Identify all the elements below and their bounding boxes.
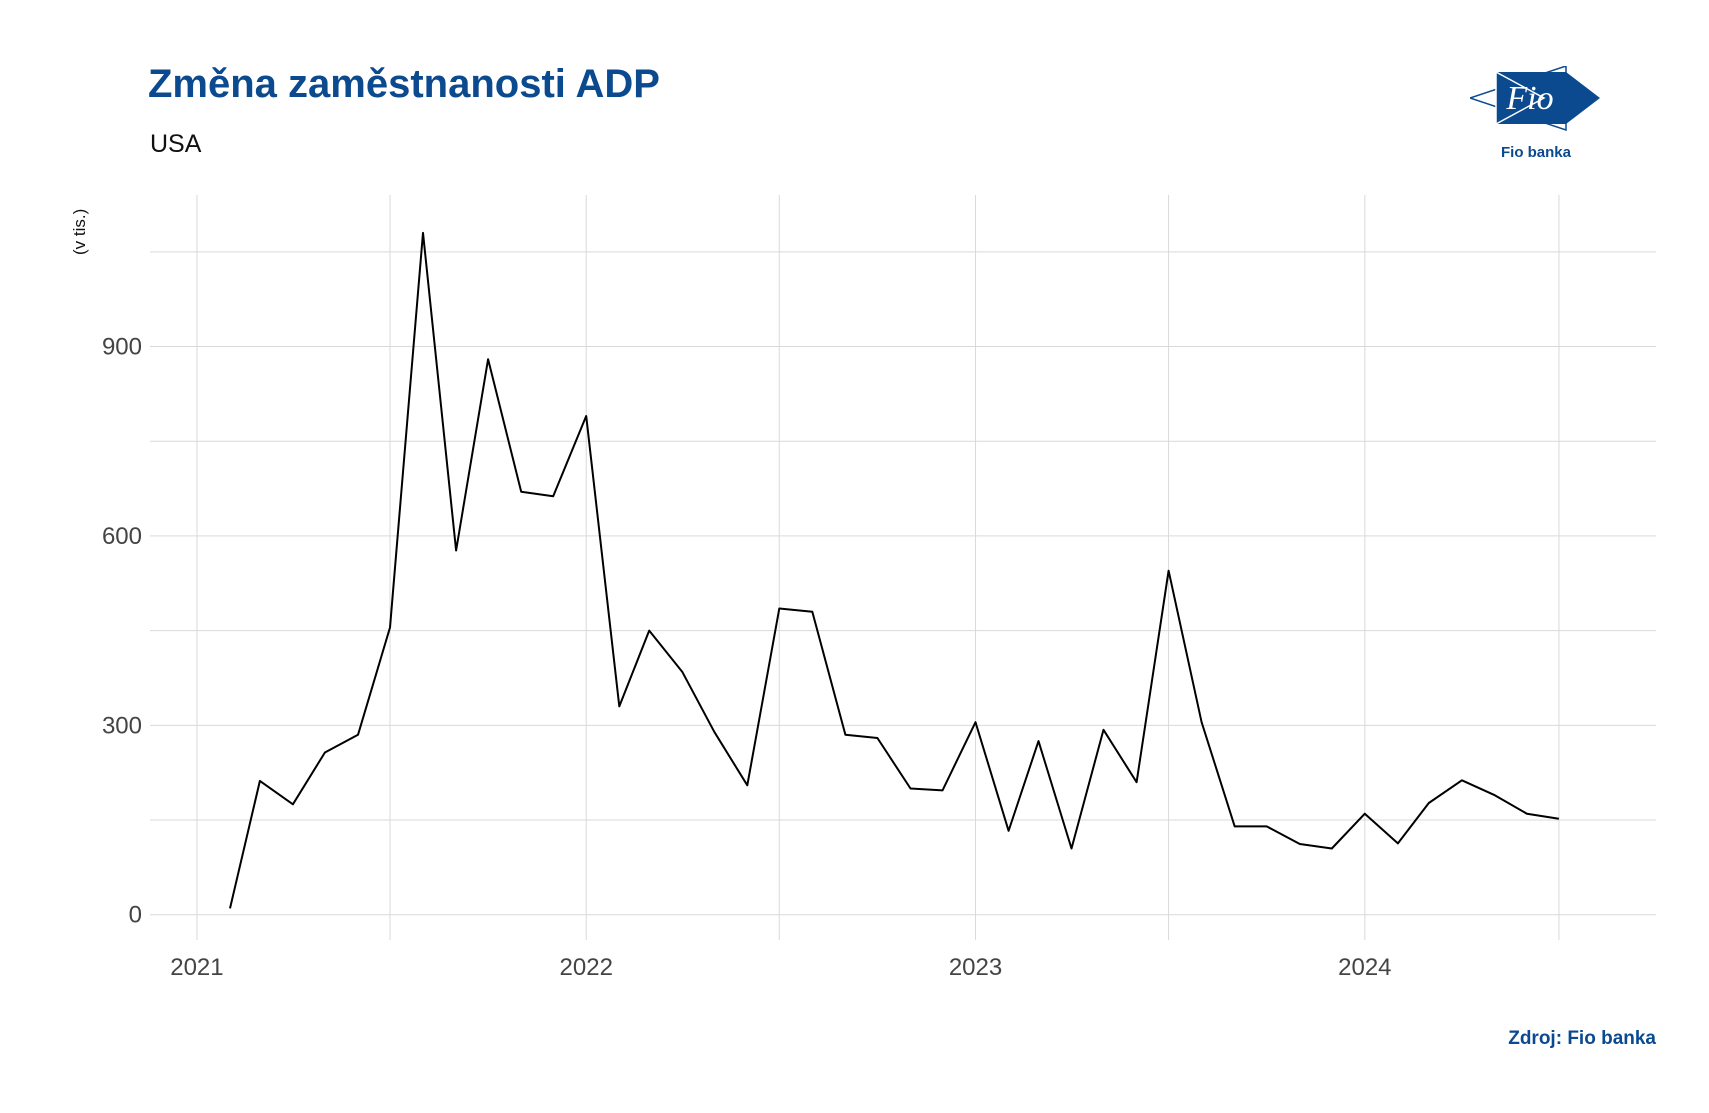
x-tick-label: 2023 xyxy=(949,954,1002,981)
fio-banka-logo: Fio Fio banka xyxy=(1467,64,1602,166)
series-line xyxy=(229,231,1560,909)
x-tick-label: 2021 xyxy=(170,954,223,981)
grid-lines xyxy=(150,195,1656,940)
series-layer xyxy=(229,231,1560,909)
y-tick-label: 0 xyxy=(129,902,142,929)
y-tick-label: 600 xyxy=(102,523,142,550)
y-tick-label: 300 xyxy=(102,712,142,739)
fio-logo-icon: Fio xyxy=(1467,64,1600,132)
x-tick-label: 2022 xyxy=(560,954,613,981)
x-tick-label: 2024 xyxy=(1338,954,1391,981)
source-note: Zdroj: Fio banka xyxy=(1508,1028,1656,1049)
fio-logo-mark: Fio xyxy=(1505,80,1553,117)
chart-title: Změna zaměstnanosti ADP xyxy=(148,62,660,106)
fio-logo-label: Fio banka xyxy=(1500,144,1571,161)
y-tick-label: 900 xyxy=(102,334,142,361)
x-tick-labels: 2021 2022 2023 2024 xyxy=(170,954,1391,981)
y-tick-labels: 0 300 600 900 xyxy=(102,334,142,929)
chart-subtitle: USA xyxy=(150,130,202,158)
